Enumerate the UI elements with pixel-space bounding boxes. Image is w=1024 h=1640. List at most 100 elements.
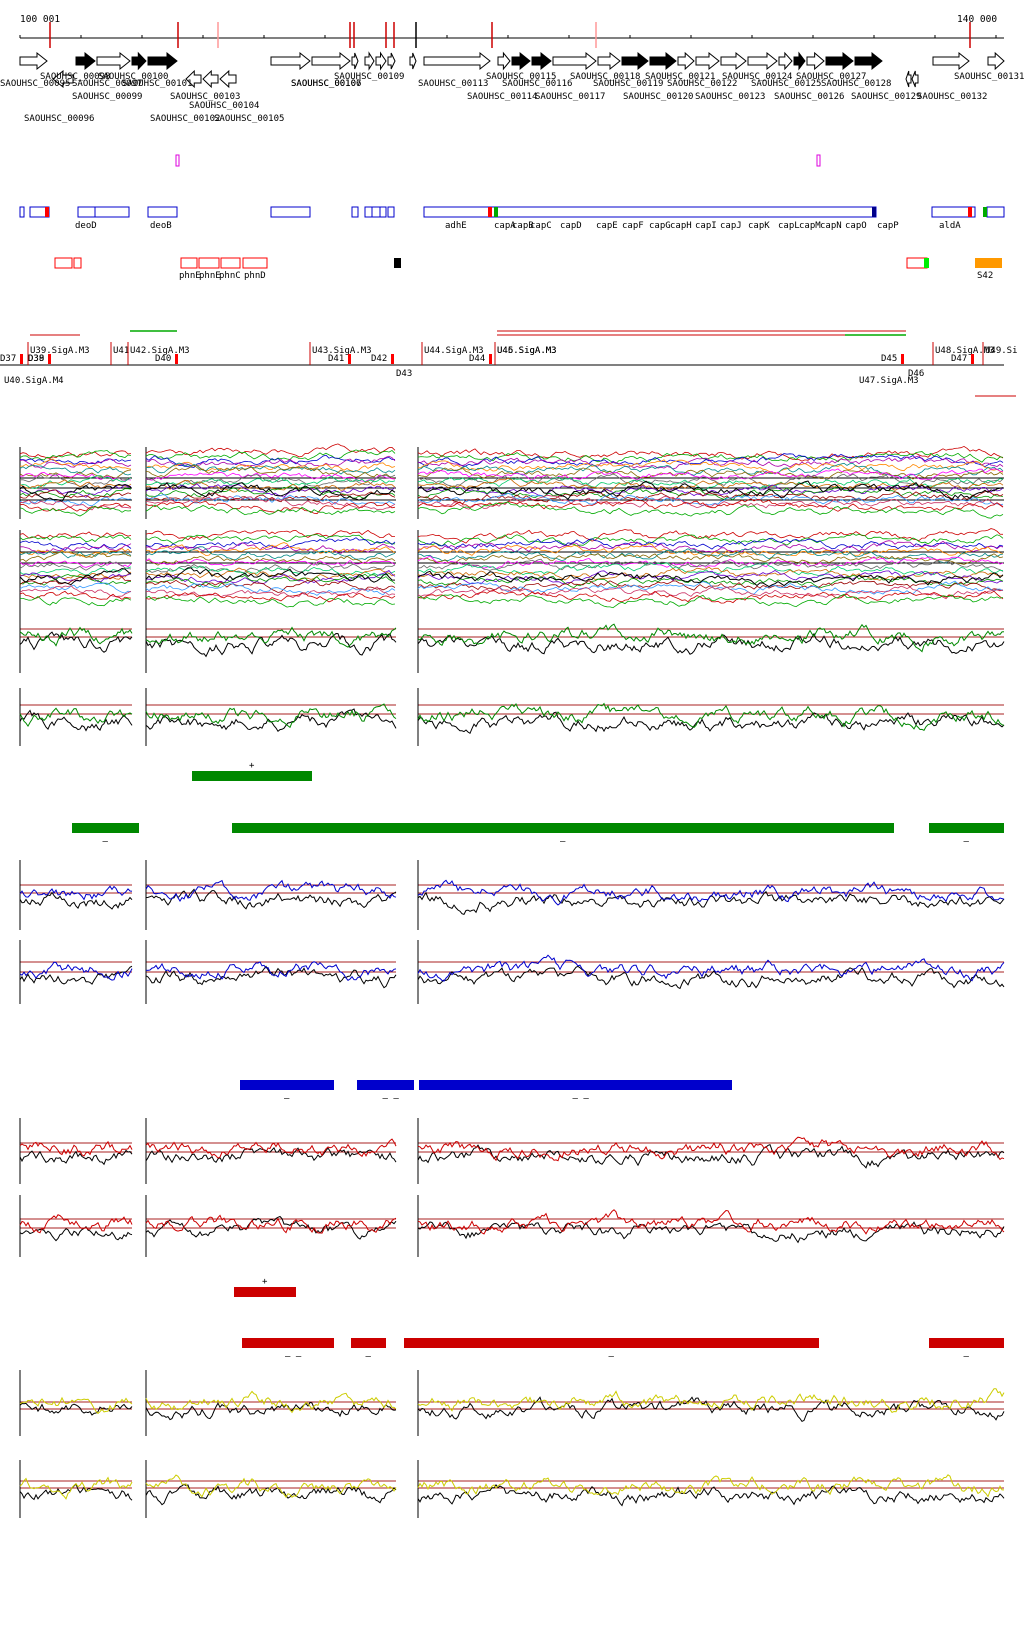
expression-trace [417, 490, 1004, 505]
condition-bar [242, 1338, 334, 1348]
expression-trace-black [19, 567, 132, 586]
expression-trace-color [145, 1474, 397, 1499]
gene-label: SAOUHSC_00104 [189, 101, 259, 111]
red-feature-label: phnE [199, 271, 221, 281]
gene-label: SAOUHSC_00115 [486, 72, 556, 82]
expression-trace-color [19, 961, 133, 981]
operon-label: aldA [939, 221, 961, 231]
expression-trace [417, 459, 1004, 474]
operon-box [495, 206, 877, 218]
expression-trace-black [145, 482, 396, 501]
expression-trace [145, 562, 396, 574]
expression-trace [417, 562, 1004, 577]
feature-label: S42 [977, 271, 993, 281]
gene-label: SAOUHSC_00118 [570, 72, 640, 82]
expression-panel [19, 940, 1005, 1004]
condition-bar [351, 1338, 386, 1348]
operon-box [387, 206, 395, 218]
expression-trace [417, 593, 1004, 609]
expression-trace-color [19, 626, 133, 647]
gene-arrow [202, 69, 219, 89]
expression-trace [417, 486, 1004, 501]
condition-bar [192, 771, 312, 781]
expression-trace-color [19, 1140, 133, 1157]
expression-trace [19, 573, 132, 586]
expression-trace-color [19, 1476, 133, 1500]
operon-label: capC [530, 221, 552, 231]
operon-label: capO [845, 221, 867, 231]
expression-trace [145, 579, 396, 593]
coordinate-ruler: 100 001 140 000 [19, 14, 1004, 48]
gene-arrow [987, 51, 1005, 71]
expression-trace-black [417, 1484, 1005, 1507]
gene-label: SAOUHSC_00113 [418, 79, 488, 89]
gene-label: SAOUHSC_00119 [593, 79, 663, 89]
expression-trace-black [19, 1149, 133, 1166]
expression-trace [19, 575, 132, 585]
expression-trace-color [145, 626, 397, 648]
gene-arrow [351, 52, 359, 70]
tu-end-label: D41 [328, 354, 344, 364]
operon-mark [488, 207, 492, 217]
operon-label: capJ [720, 221, 742, 231]
operon-box [77, 206, 96, 218]
condition-bar [357, 1080, 414, 1090]
gene-label: SAOUHSC_00103 [170, 92, 240, 102]
operon-label: capK [748, 221, 770, 231]
gene-label: SAOUHSC_00120 [623, 92, 693, 102]
operon-mark [872, 207, 876, 217]
expression-trace-black [19, 709, 133, 732]
expression-trace [417, 580, 1004, 595]
expression-trace [145, 573, 396, 588]
operon-label: capH [670, 221, 692, 231]
gene-arrow [720, 51, 747, 71]
expression-trace-black [417, 890, 1005, 916]
expression-trace [417, 453, 1004, 468]
gene-arrow [854, 51, 883, 71]
condition-bar [234, 1287, 296, 1297]
expression-trace-black [145, 1147, 397, 1164]
expression-trace [19, 458, 132, 470]
gene-arrow [531, 51, 552, 71]
expression-trace-color [417, 879, 1005, 906]
tu-lower-label: D43 [396, 369, 412, 379]
operon-label: capG [649, 221, 671, 231]
expression-trace [19, 496, 132, 507]
expression-trace [418, 455, 1004, 470]
expression-trace-black [19, 1226, 133, 1242]
red-feature-box [73, 257, 82, 269]
expression-trace-black [145, 708, 397, 733]
gene-label: SAOUHSC_00127 [796, 72, 866, 82]
expression-trace [19, 566, 132, 576]
tu-start-label: U39.SigA.M3 [30, 346, 90, 356]
expression-trace [145, 471, 396, 483]
expression-trace [19, 502, 132, 512]
condition-bar-sign: – – [285, 1352, 302, 1362]
gene-arrow [364, 51, 375, 71]
gene-label: SAOUHSC_00102 [150, 114, 220, 124]
operon-box [379, 206, 387, 218]
expression-trace [145, 474, 396, 487]
gene-label: SAOUHSC_00128 [821, 79, 891, 89]
tu-start-label: U48.SigA.M3 [935, 346, 995, 356]
expression-trace [145, 592, 396, 603]
condition-bar-sign: – – [573, 1094, 590, 1104]
expression-trace [145, 495, 396, 511]
tu-end-label: D39 [28, 354, 44, 364]
expression-trace [145, 455, 396, 468]
expression-trace-black [417, 480, 1004, 501]
expression-trace [417, 451, 1004, 464]
expression-trace [417, 473, 1004, 488]
operon-box [931, 206, 976, 218]
expression-trace [417, 476, 1004, 491]
operon-box [19, 206, 25, 218]
expression-trace-black [19, 483, 132, 502]
tu-end-mark [391, 354, 394, 364]
expression-trace-color [145, 879, 397, 902]
expression-trace [145, 542, 396, 557]
expression-panel [19, 1118, 1005, 1184]
tu-end-mark [901, 354, 904, 364]
gene-arrow [311, 51, 351, 71]
expression-trace [145, 443, 396, 458]
expression-trace [417, 498, 1004, 512]
